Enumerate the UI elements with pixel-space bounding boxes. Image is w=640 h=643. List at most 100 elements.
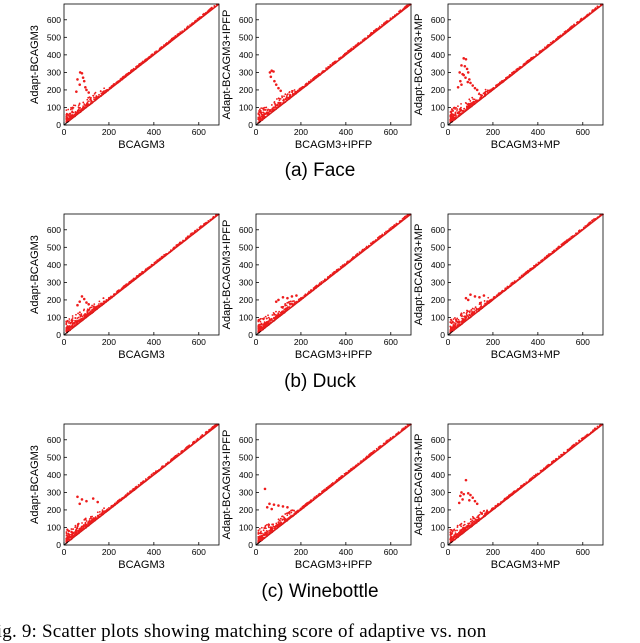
y-tick-label: 0 [248,540,253,550]
data-point [259,528,261,530]
diagonal-points [260,4,411,121]
data-point [291,91,293,93]
data-point [280,98,282,100]
y-axis-label: Adapt-BCAGM3+MP [413,224,425,326]
y-tick-label: 200 [239,505,253,515]
data-point [93,308,95,310]
data-point [286,95,288,97]
data-point [91,306,93,308]
data-point [76,304,79,307]
data-point [451,320,453,322]
data-point [72,114,74,116]
data-point [471,496,474,499]
data-point [470,521,472,523]
y-tick-label: 200 [239,85,253,95]
data-point [277,299,280,302]
data-point [473,308,475,310]
data-point [89,520,91,522]
y-tick-label: 500 [47,242,61,252]
x-tick-label: 600 [576,127,590,137]
diagonal-points [260,424,411,541]
x-tick-label: 400 [339,547,353,557]
data-point [468,525,470,527]
data-point [260,110,262,112]
data-point [462,57,465,60]
data-point [76,495,79,498]
data-point [472,102,474,104]
data-point [469,311,471,313]
data-point [286,506,289,509]
data-point [82,105,84,107]
x-axis-label: BCAGM3+IPFP [295,559,372,571]
data-point [264,107,266,109]
data-point [480,304,482,306]
data-point [472,516,474,518]
diagonal-points [452,214,603,331]
data-point [275,83,278,86]
data-point [472,308,474,310]
data-point [458,71,461,74]
data-point [467,299,470,302]
data-point [259,324,261,326]
data-point [69,113,71,115]
data-point [478,92,480,94]
x-tick-label: 0 [254,337,259,347]
data-point [89,518,91,520]
data-point [463,108,465,110]
data-point [461,110,463,112]
data-point [285,98,287,100]
data-point [83,308,85,310]
data-point [295,294,298,297]
data-point [87,303,90,306]
data-point [263,527,265,529]
data-point [258,114,260,116]
x-tick-label: 400 [339,127,353,137]
data-point [460,103,462,105]
data-point [263,323,265,325]
data-point [69,325,71,327]
data-point [90,98,92,100]
data-point [465,297,468,300]
data-point [457,526,459,528]
x-tick-label: 600 [192,547,206,557]
data-point [465,58,468,61]
data-point [474,87,477,90]
y-tick-label: 300 [239,67,253,77]
data-point [267,109,269,111]
data-point [67,533,69,535]
data-point [453,537,455,539]
y-tick-label: 500 [47,32,61,42]
data-point [458,113,460,115]
data-point [453,326,455,328]
data-point [289,91,291,93]
data-point [76,112,78,114]
data-point [451,114,453,116]
x-tick-label: 0 [254,127,259,137]
data-point [66,117,68,119]
data-point [79,311,81,313]
data-point [275,311,277,313]
data-point [465,479,468,482]
data-point [484,303,486,305]
y-tick-label: 400 [239,470,253,480]
data-point [67,325,69,327]
x-tick-label: 600 [384,127,398,137]
data-point [290,510,292,512]
data-point [290,512,292,514]
data-point [79,102,81,104]
data-point [467,492,470,495]
y-axis-label: Adapt-BCAGM3 [29,25,41,104]
data-point [451,537,453,539]
data-point [469,100,471,102]
data-point [467,315,469,317]
data-point [280,306,282,308]
y-tick-label: 500 [431,242,445,252]
data-point [272,70,275,73]
data-point [468,499,471,502]
data-point [264,321,266,323]
data-point [85,522,87,524]
data-point [268,523,270,525]
